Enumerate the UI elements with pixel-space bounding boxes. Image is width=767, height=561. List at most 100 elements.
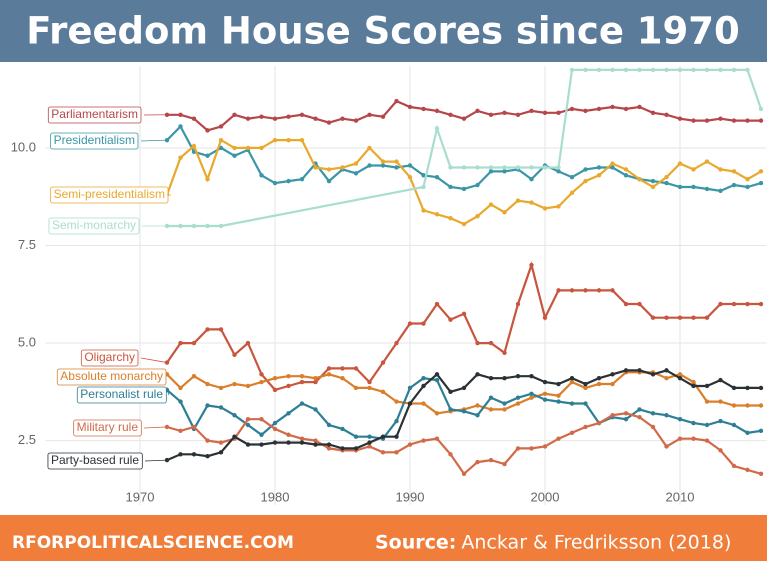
point [637,407,642,412]
point [745,467,750,473]
point [596,173,602,178]
label-box [47,452,143,470]
point [731,301,737,307]
point [556,288,561,293]
point [704,383,710,389]
point [218,385,224,391]
point [515,446,521,451]
point [434,175,440,180]
point [583,108,588,114]
point [448,389,453,395]
point [637,301,642,307]
point [718,67,723,73]
point [421,438,426,443]
point [434,212,440,217]
label-connector [166,389,170,396]
point [380,163,386,168]
point [407,321,413,326]
point [569,379,575,385]
point [326,178,332,184]
point [272,440,278,445]
point [367,163,372,168]
point [596,288,602,293]
point [367,440,372,445]
point [583,401,588,406]
point [353,446,359,451]
point [610,67,615,73]
label-connector [140,139,168,142]
point [623,301,629,307]
x-tick-label: 1980 [261,489,290,504]
point [637,368,642,373]
label-box [56,368,167,386]
point [205,223,210,229]
point [515,165,521,170]
point [488,375,494,381]
point [758,471,764,476]
point [326,120,332,125]
point [232,352,237,357]
point [286,440,291,445]
point [731,67,737,73]
series-line [165,138,762,226]
point [421,208,426,213]
point [326,167,332,172]
point [529,395,534,400]
point [677,416,683,422]
point [326,446,332,451]
point [434,372,440,377]
footer-banner [0,515,767,561]
point [380,360,386,365]
point [529,165,534,170]
label-box [47,106,142,124]
point [718,399,723,404]
point [232,145,237,151]
point [623,106,629,112]
point [299,137,305,143]
legend-label: Semi-monarchy [52,218,136,232]
point [178,428,183,434]
point [542,165,548,170]
point [677,184,683,190]
point [178,223,183,229]
series-label: Party-based rule [47,452,168,470]
point [529,391,534,396]
point [475,182,480,188]
point [596,67,602,73]
point [286,411,291,416]
point [448,317,453,322]
point [569,190,575,196]
point [718,377,723,383]
point [299,401,305,406]
point [596,420,602,426]
point [704,438,710,443]
point [502,407,507,412]
point [205,153,210,158]
point [286,114,291,119]
point [704,422,710,428]
series-line [167,99,761,132]
point [353,161,359,166]
point [623,368,629,373]
point [731,385,737,391]
point [718,448,723,453]
point [637,176,642,182]
point [529,446,534,451]
point [191,143,197,149]
point [556,436,561,441]
point [259,379,264,385]
point [610,165,615,170]
point [502,169,507,174]
point [232,112,237,117]
point [191,424,197,430]
series-label: Parliamentarism [47,106,168,124]
point [448,184,453,190]
point [205,176,210,182]
point [745,184,750,190]
point [542,444,548,449]
point [515,198,521,203]
x-tick-label: 2000 [531,489,560,504]
point [421,173,426,178]
point [731,182,737,188]
point [448,452,453,457]
